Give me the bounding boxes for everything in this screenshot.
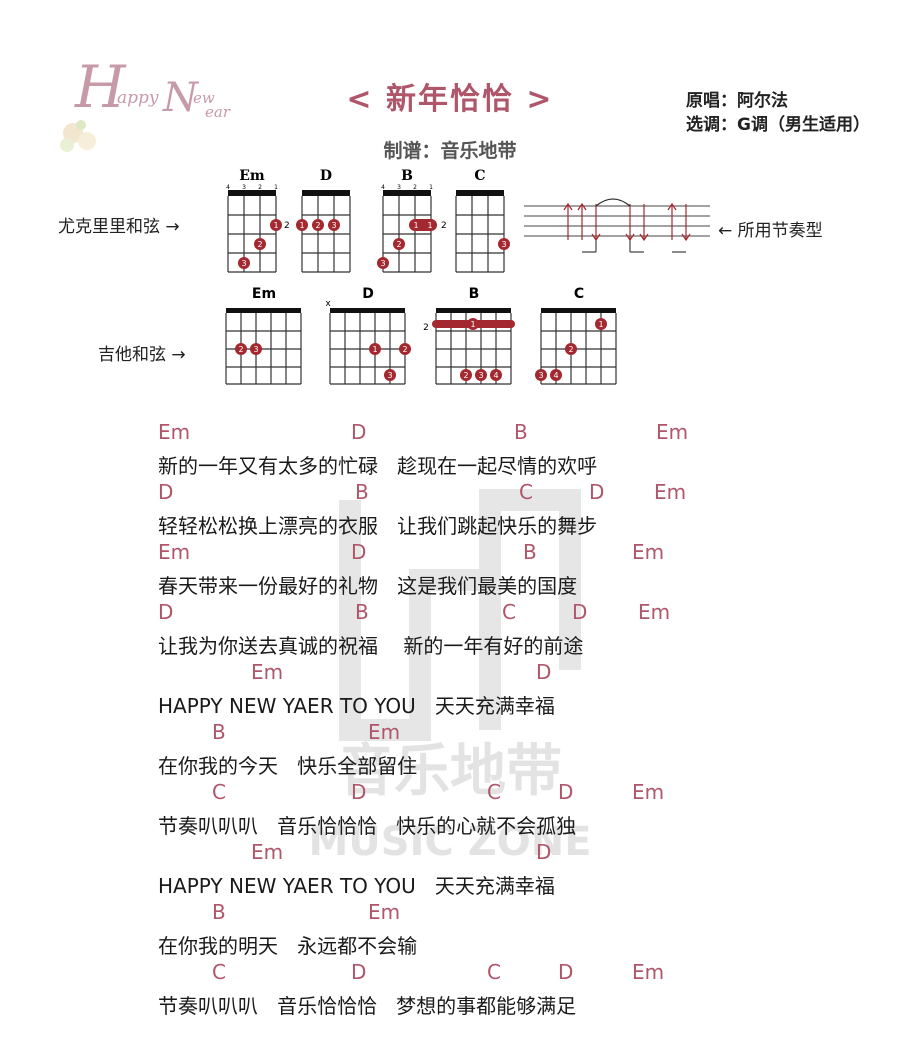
svg-text:1: 1 — [274, 184, 278, 191]
svg-text:1: 1 — [470, 320, 475, 329]
uke-chord-name: C — [474, 168, 485, 184]
svg-text:2: 2 — [441, 221, 447, 231]
key-selection: 选调：G调（男生适用） — [686, 115, 870, 135]
guitar-chord-name: Em — [252, 286, 276, 302]
guitar-chord-name: C — [574, 286, 584, 302]
rhythm-label: ← 所用节奏型 — [718, 221, 823, 241]
svg-text:2: 2 — [413, 184, 417, 191]
svg-text:2: 2 — [402, 345, 407, 354]
svg-text:4: 4 — [553, 371, 558, 380]
guitar-chord-c: C 1 2 3 4 — [535, 286, 617, 385]
chord-line: Em D — [251, 840, 552, 864]
svg-text:1: 1 — [372, 345, 377, 354]
svg-text:1: 1 — [299, 221, 304, 230]
chord-line: C D C D Em — [212, 780, 665, 804]
lyric-line: 轻轻松松换上漂亮的衣服 让我们跳起快乐的舞步 — [158, 514, 598, 538]
svg-text:3: 3 — [538, 371, 543, 380]
svg-text:4: 4 — [381, 184, 385, 191]
svg-text:1: 1 — [273, 221, 278, 230]
chord-line: D B C D Em — [158, 600, 671, 624]
lyric-line: HAPPY NEW YAER TO YOU 天天充满幸福 — [158, 694, 555, 718]
uke-chord-name: Em — [239, 168, 265, 184]
svg-text:3: 3 — [478, 371, 483, 380]
svg-text:H: H — [74, 53, 127, 121]
chord-line: D B C D Em — [158, 480, 687, 504]
svg-text:3: 3 — [387, 371, 392, 380]
svg-text:3: 3 — [501, 240, 506, 249]
svg-text:音乐地带: 音乐地带 — [338, 739, 562, 804]
svg-text:2: 2 — [257, 240, 262, 249]
chord-line: C D C D Em — [212, 960, 665, 984]
svg-text:1: 1 — [427, 221, 432, 230]
svg-text:3: 3 — [331, 221, 336, 230]
uke-chord-c: C 3 — [455, 168, 510, 273]
svg-text:MUSIC ZONE: MUSIC ZONE — [308, 819, 591, 865]
uke-chord-d: D 1 2 3 — [296, 168, 351, 273]
transcriber-credit: 制谱：音乐地带 — [383, 140, 517, 162]
guitar-chord-d: D x 1 2 3 — [325, 286, 411, 385]
svg-text:3: 3 — [397, 184, 401, 191]
chord-line: B Em — [212, 720, 401, 744]
lyric-line: 新的一年又有太多的忙碌 趁现在一起尽情的欢呼 — [158, 454, 598, 478]
svg-text:1: 1 — [413, 221, 418, 230]
svg-text:2: 2 — [315, 221, 320, 230]
svg-text:4: 4 — [226, 184, 230, 191]
uke-chord-name: D — [320, 168, 332, 184]
happy-new-year-logo: H appy N ew ear — [60, 53, 231, 152]
rhythm-pattern — [524, 198, 710, 253]
svg-text:ear: ear — [205, 103, 231, 121]
original-singer: 原唱：阿尔法 — [686, 91, 788, 111]
guitar-chord-name: D — [362, 286, 374, 302]
chord-line: Em D B Em — [158, 540, 665, 564]
lyric-line: 在你我的今天 快乐全部留住 — [158, 754, 418, 778]
svg-text:3: 3 — [242, 184, 246, 191]
svg-text:2: 2 — [396, 240, 401, 249]
lyric-line: HAPPY NEW YAER TO YOU 天天充满幸福 — [158, 874, 555, 898]
lyric-line: 节奏叭叭叭 音乐恰恰恰 快乐的心就不会孤独 — [158, 814, 577, 838]
uke-chord-em: Em 4 3 2 1 1 2 2 3 — [226, 168, 290, 273]
svg-text:3: 3 — [253, 345, 258, 354]
lyric-line: 节奏叭叭叭 音乐恰恰恰 梦想的事都能够满足 — [158, 994, 577, 1018]
guitar-chord-em: Em 2 3 — [225, 286, 302, 385]
svg-text:ew: ew — [193, 89, 215, 107]
svg-text:4: 4 — [493, 371, 498, 380]
chord-line: Em D B Em — [158, 420, 689, 444]
svg-text:2: 2 — [568, 345, 573, 354]
lyric-sheet: Em D B Em 新的一年又有太多的忙碌 趁现在一起尽情的欢呼 D B C D Em 轻轻松… — [158, 420, 689, 1020]
chord-line: Em D — [251, 660, 552, 684]
svg-text:2: 2 — [423, 323, 429, 333]
chord-line: B Em — [212, 900, 401, 924]
svg-text:1: 1 — [598, 320, 603, 329]
svg-text:N: N — [162, 75, 200, 121]
guitar-chord-b: B 2 1 2 3 4 — [423, 286, 515, 385]
lyric-line: 在你我的明天 永远都不会输 — [158, 934, 418, 958]
song-title: < 新年恰恰 > — [346, 82, 554, 117]
svg-text:appy: appy — [117, 88, 159, 108]
ukulele-label: 尤克里里和弦 → — [58, 217, 180, 237]
lyric-line: 春天带来一份最好的礼物 这是我们最美的国度 — [158, 574, 578, 598]
svg-text:1: 1 — [429, 184, 433, 191]
guitar-label: 吉他和弦 → — [98, 345, 186, 365]
svg-text:2: 2 — [258, 184, 262, 191]
svg-text:2: 2 — [238, 345, 243, 354]
svg-text:3: 3 — [380, 259, 385, 268]
music-zone-watermark: 音乐地带 MUSIC ZONE — [308, 489, 592, 865]
svg-text:3: 3 — [241, 259, 246, 268]
uke-chord-name: B — [401, 168, 413, 184]
svg-text:x: x — [325, 299, 331, 309]
svg-text:2: 2 — [284, 221, 290, 231]
svg-text:2: 2 — [463, 371, 468, 380]
lyric-line: 让我为你送去真诚的祝福 新的一年有好的前途 — [158, 634, 584, 658]
guitar-chord-name: B — [469, 286, 480, 302]
